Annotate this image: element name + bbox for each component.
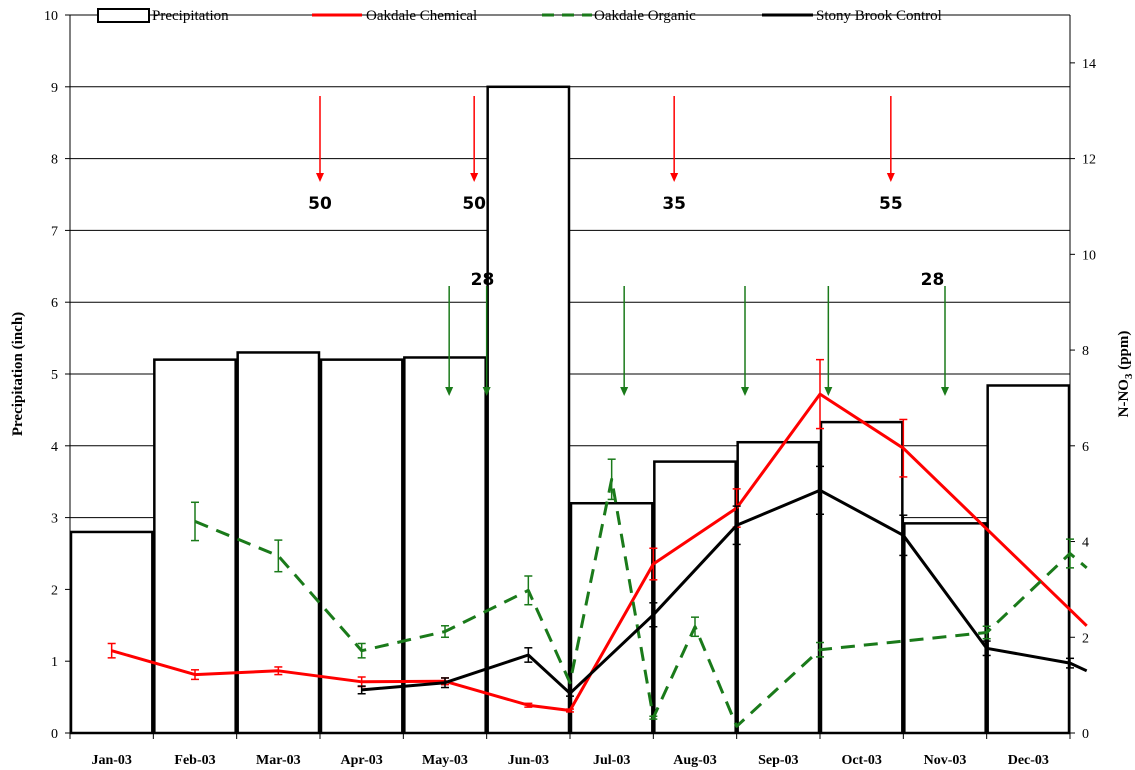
green-arrow-head <box>824 387 833 396</box>
precipitation-bar <box>986 384 1071 735</box>
right-tick-label: 10 <box>1082 248 1096 263</box>
x-tick-label: Nov-03 <box>924 753 967 768</box>
x-tick-label: Apr-03 <box>341 753 383 768</box>
red-arrow-head <box>470 173 479 182</box>
legend-oakdale-chemical-label: Oakdale Chemical <box>366 8 477 24</box>
x-axis: Jan-03 Feb-03 Mar-03 Apr-03 May-03 Jun-03 Jul-… <box>69 732 1071 768</box>
left-tick-label: 7 <box>51 224 58 239</box>
legend-precipitation-swatch <box>97 8 150 23</box>
green-arrow-label: 28 <box>921 270 945 290</box>
left-axis-title: Precipitation (inch) <box>10 312 26 436</box>
series-lines <box>107 358 1088 728</box>
legend-stony-brook-label: Stony Brook Control <box>816 8 942 24</box>
green-arrow-head <box>741 387 749 396</box>
red-arrow-label: 35 <box>662 194 686 214</box>
precipitation-bar <box>69 530 154 735</box>
x-tick-label: May-03 <box>422 753 468 768</box>
left-tick-label: 9 <box>51 81 58 96</box>
right-axis-title-sub: 3 <box>1123 373 1135 379</box>
x-tick-label: Sep-03 <box>758 753 798 768</box>
green-arrow-head <box>941 387 949 396</box>
green-arrow-head <box>445 387 454 396</box>
right-axis-title: N-NO3 (ppm) <box>1116 331 1135 418</box>
left-tick-label: 10 <box>44 9 58 24</box>
red-arrow-label: 50 <box>308 194 332 214</box>
left-tick-label: 0 <box>51 727 58 742</box>
right-tick-label: 6 <box>1082 440 1089 455</box>
precipitation-bars <box>69 85 1071 735</box>
legend-oakdale-organic-label: Oakdale Organic <box>594 8 696 24</box>
oakdale-chemical-line <box>111 392 1088 712</box>
legend-precipitation-label: Precipitation <box>152 8 229 24</box>
x-tick-label: Jun-03 <box>508 753 549 768</box>
left-tick-label: 3 <box>51 512 58 527</box>
precipitation-bar <box>403 356 487 735</box>
left-tick-label: 4 <box>51 440 58 455</box>
x-tick-label: Jan-03 <box>91 753 131 768</box>
right-tick-label: 0 <box>1082 727 1089 742</box>
green-arrow-head <box>482 387 491 396</box>
annotations: 50 50 35 55 28 28 <box>308 96 949 396</box>
right-axis-title-main: N-NO <box>1116 379 1132 417</box>
green-arrow-head <box>620 387 629 396</box>
x-tick-label: Feb-03 <box>174 753 215 768</box>
right-tick-label: 2 <box>1082 631 1089 646</box>
red-arrow-head <box>886 173 895 182</box>
left-axis: 0 1 2 3 4 5 6 7 8 9 10 <box>44 9 71 742</box>
left-tick-label: 5 <box>51 368 58 383</box>
precipitation-bar <box>819 420 904 735</box>
red-arrow-head <box>316 173 324 182</box>
red-arrow-label: 55 <box>879 194 903 214</box>
red-arrow-label: 50 <box>462 194 486 214</box>
right-tick-label: 14 <box>1082 57 1096 72</box>
x-tick-label: Aug-03 <box>673 753 717 768</box>
x-tick-label: Oct-03 <box>841 753 881 768</box>
legend: Precipitation Oakdale Chemical Oakdale O… <box>97 8 942 24</box>
red-arrow-head <box>670 173 679 182</box>
x-tick-label: Mar-03 <box>256 753 301 768</box>
right-tick-label: 4 <box>1082 536 1089 551</box>
green-arrow-label: 28 <box>471 270 495 290</box>
x-tick-label: Dec-03 <box>1008 753 1049 768</box>
right-axis-title-unit: (ppm) <box>1116 331 1132 374</box>
left-tick-label: 1 <box>51 655 58 670</box>
right-tick-label: 12 <box>1082 153 1096 168</box>
left-tick-label: 2 <box>51 583 58 598</box>
precipitation-bar <box>486 85 571 735</box>
left-tick-label: 6 <box>51 296 58 311</box>
right-axis: 0 2 4 6 8 10 12 14 <box>1069 15 1096 742</box>
right-tick-label: 8 <box>1082 344 1089 359</box>
left-tick-label: 8 <box>51 153 58 168</box>
x-tick-label: Jul-03 <box>593 753 630 768</box>
